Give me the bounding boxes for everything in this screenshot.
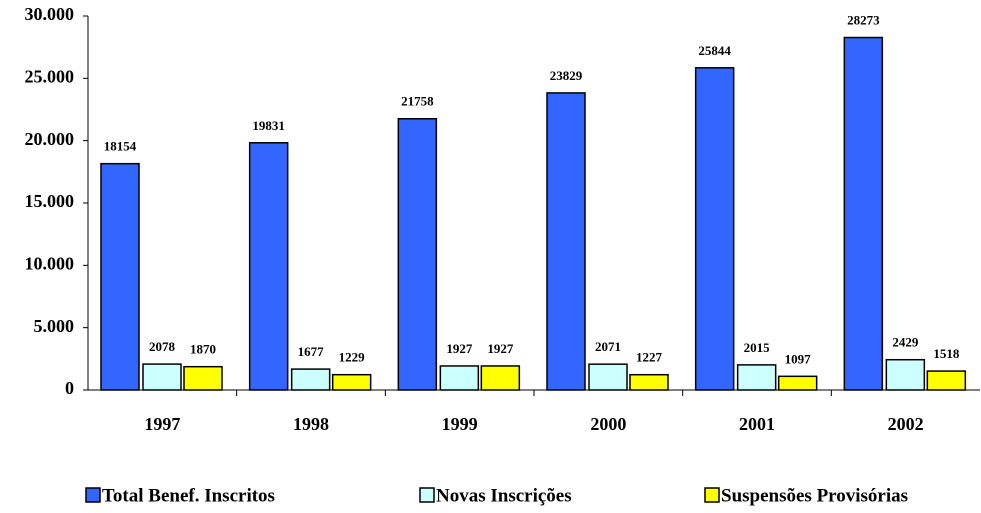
bar [629,373,669,391]
y-tick-label: 5.000 [34,316,75,336]
data-label: 18154 [104,139,137,154]
data-label: 1927 [487,341,514,356]
bar [439,365,480,391]
y-tick-label: 10.000 [25,253,75,273]
legend-label: Novas Inscrições [436,485,572,506]
data-label: 1097 [785,351,812,366]
bar [100,162,140,391]
legend-label: Total Benef. Inscritos [102,485,275,506]
data-label: 25844 [698,43,731,58]
bar [290,368,331,391]
y-tick-label: 15.000 [25,191,75,211]
data-label: 28273 [847,13,880,28]
bar [183,365,223,391]
bar [588,363,628,391]
x-tick-label: 2001 [739,414,775,434]
data-label: 1927 [446,341,473,356]
data-label: 1870 [190,342,216,357]
legend-swatch [419,487,435,503]
bar [397,118,438,391]
y-tick-label: 20.000 [25,129,75,149]
x-tick-label: 2000 [590,414,626,434]
data-label: 2071 [595,339,621,354]
y-tick-label: 30.000 [25,4,75,24]
bar [885,358,926,391]
bar [248,142,289,391]
data-label: 1227 [636,350,663,365]
x-tick-label: 1997 [144,414,180,434]
bar [546,92,586,391]
x-tick-label: 2002 [888,414,924,434]
bar [926,370,967,391]
data-label: 19831 [252,118,285,133]
x-tick-label: 1998 [293,414,329,434]
data-label: 2078 [149,339,176,354]
legend-swatch [85,487,101,503]
data-label: 2429 [892,335,919,350]
bar [843,36,884,391]
x-tick-label: 1999 [442,414,478,434]
legend-swatch [704,487,720,503]
bar [694,67,735,391]
bar [480,365,521,391]
y-tick-label: 0 [65,378,74,398]
data-label: 21758 [401,94,434,109]
data-label: 1229 [339,350,366,365]
data-label: 1518 [933,346,960,361]
bar [331,373,372,391]
legend-label: Suspensões Provisórias [721,485,908,506]
data-label: 2015 [744,340,771,355]
y-tick-label: 25.000 [25,66,75,86]
data-label: 1677 [298,344,325,359]
data-label: 23829 [550,68,583,83]
bar [142,363,182,391]
bar [736,364,777,391]
bar [777,375,818,391]
